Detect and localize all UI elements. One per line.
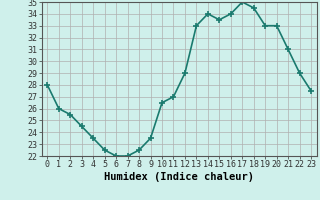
X-axis label: Humidex (Indice chaleur): Humidex (Indice chaleur) bbox=[104, 172, 254, 182]
